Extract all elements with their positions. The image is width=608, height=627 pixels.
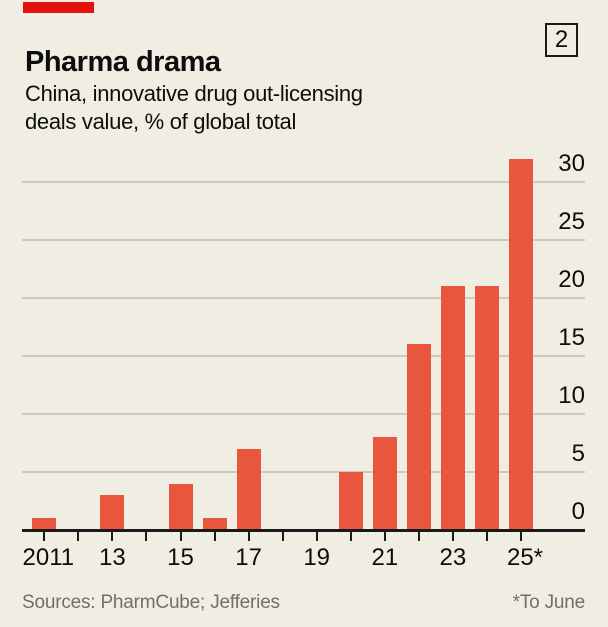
page-title: Pharma drama: [25, 46, 221, 79]
gridline-30: [22, 181, 585, 183]
x-tick-2022: [417, 531, 420, 541]
x-tick-2011: [43, 531, 46, 541]
gridline-25: [22, 239, 585, 241]
x-tick-2013: [111, 531, 114, 541]
footnote-text: *To June: [512, 592, 586, 613]
bar-2020: [338, 472, 363, 530]
x-tick-2012: [77, 531, 80, 541]
y-axis-label-10: 10: [558, 382, 585, 409]
brand-red-tag: [23, 2, 94, 13]
y-axis-label-5: 5: [571, 440, 585, 467]
bar-2017: [236, 448, 261, 530]
chart-subtitle-line2: deals value, % of global total: [25, 109, 297, 134]
x-axis-line: [22, 529, 585, 532]
gridline-10: [22, 413, 585, 415]
x-axis-label-2025: 25*: [506, 544, 544, 571]
x-tick-2025: [520, 531, 522, 541]
x-tick-2020: [349, 531, 352, 541]
y-axis-label-25: 25: [558, 208, 585, 235]
bar-2022: [406, 344, 431, 530]
gridline-20: [22, 297, 585, 299]
x-axis-label-2015: 15: [167, 544, 194, 571]
x-tick-2014: [145, 531, 148, 541]
y-axis-label-20: 20: [558, 266, 585, 293]
gridline-5: [22, 471, 585, 473]
bar-2016: [202, 518, 227, 530]
bar-2021: [372, 437, 397, 530]
x-axis-label-2017: 17: [235, 544, 262, 571]
x-axis-label-2021: 21: [371, 544, 399, 571]
chart-subtitle-line1: China, innovative drug out-licensing: [25, 81, 363, 106]
figure-index-number: 2: [554, 26, 569, 53]
bar-2024: [474, 286, 499, 530]
x-axis-label-2019: 19: [303, 544, 331, 571]
y-axis-label-0: 0: [571, 498, 585, 525]
x-axis-label-2013: 13: [99, 544, 126, 571]
bar-2023: [440, 286, 465, 530]
y-axis-label-15: 15: [558, 324, 585, 351]
x-tick-2015: [179, 531, 182, 541]
sources-text: Sources: PharmCube; Jefferies: [22, 592, 280, 613]
x-tick-2016: [213, 531, 216, 541]
bar-2025: [509, 158, 533, 530]
x-tick-2019: [315, 531, 318, 541]
x-tick-2023: [451, 531, 454, 541]
gridline-15: [22, 355, 585, 357]
x-tick-2018: [281, 531, 284, 541]
chart-subtitle: China, innovative drug out-licensing dea…: [25, 80, 363, 136]
figure-index-badge: 2: [545, 23, 578, 57]
x-axis-label-2023: 23: [439, 544, 467, 571]
y-axis-label-30: 30: [558, 150, 585, 177]
x-axis-label-2011: 2011: [22, 544, 75, 571]
bar-2011: [32, 518, 57, 530]
x-tick-2017: [247, 531, 250, 541]
bar-2015: [168, 483, 193, 530]
x-tick-2021: [383, 531, 386, 541]
bar-2013: [100, 495, 125, 530]
x-tick-2024: [485, 531, 488, 541]
